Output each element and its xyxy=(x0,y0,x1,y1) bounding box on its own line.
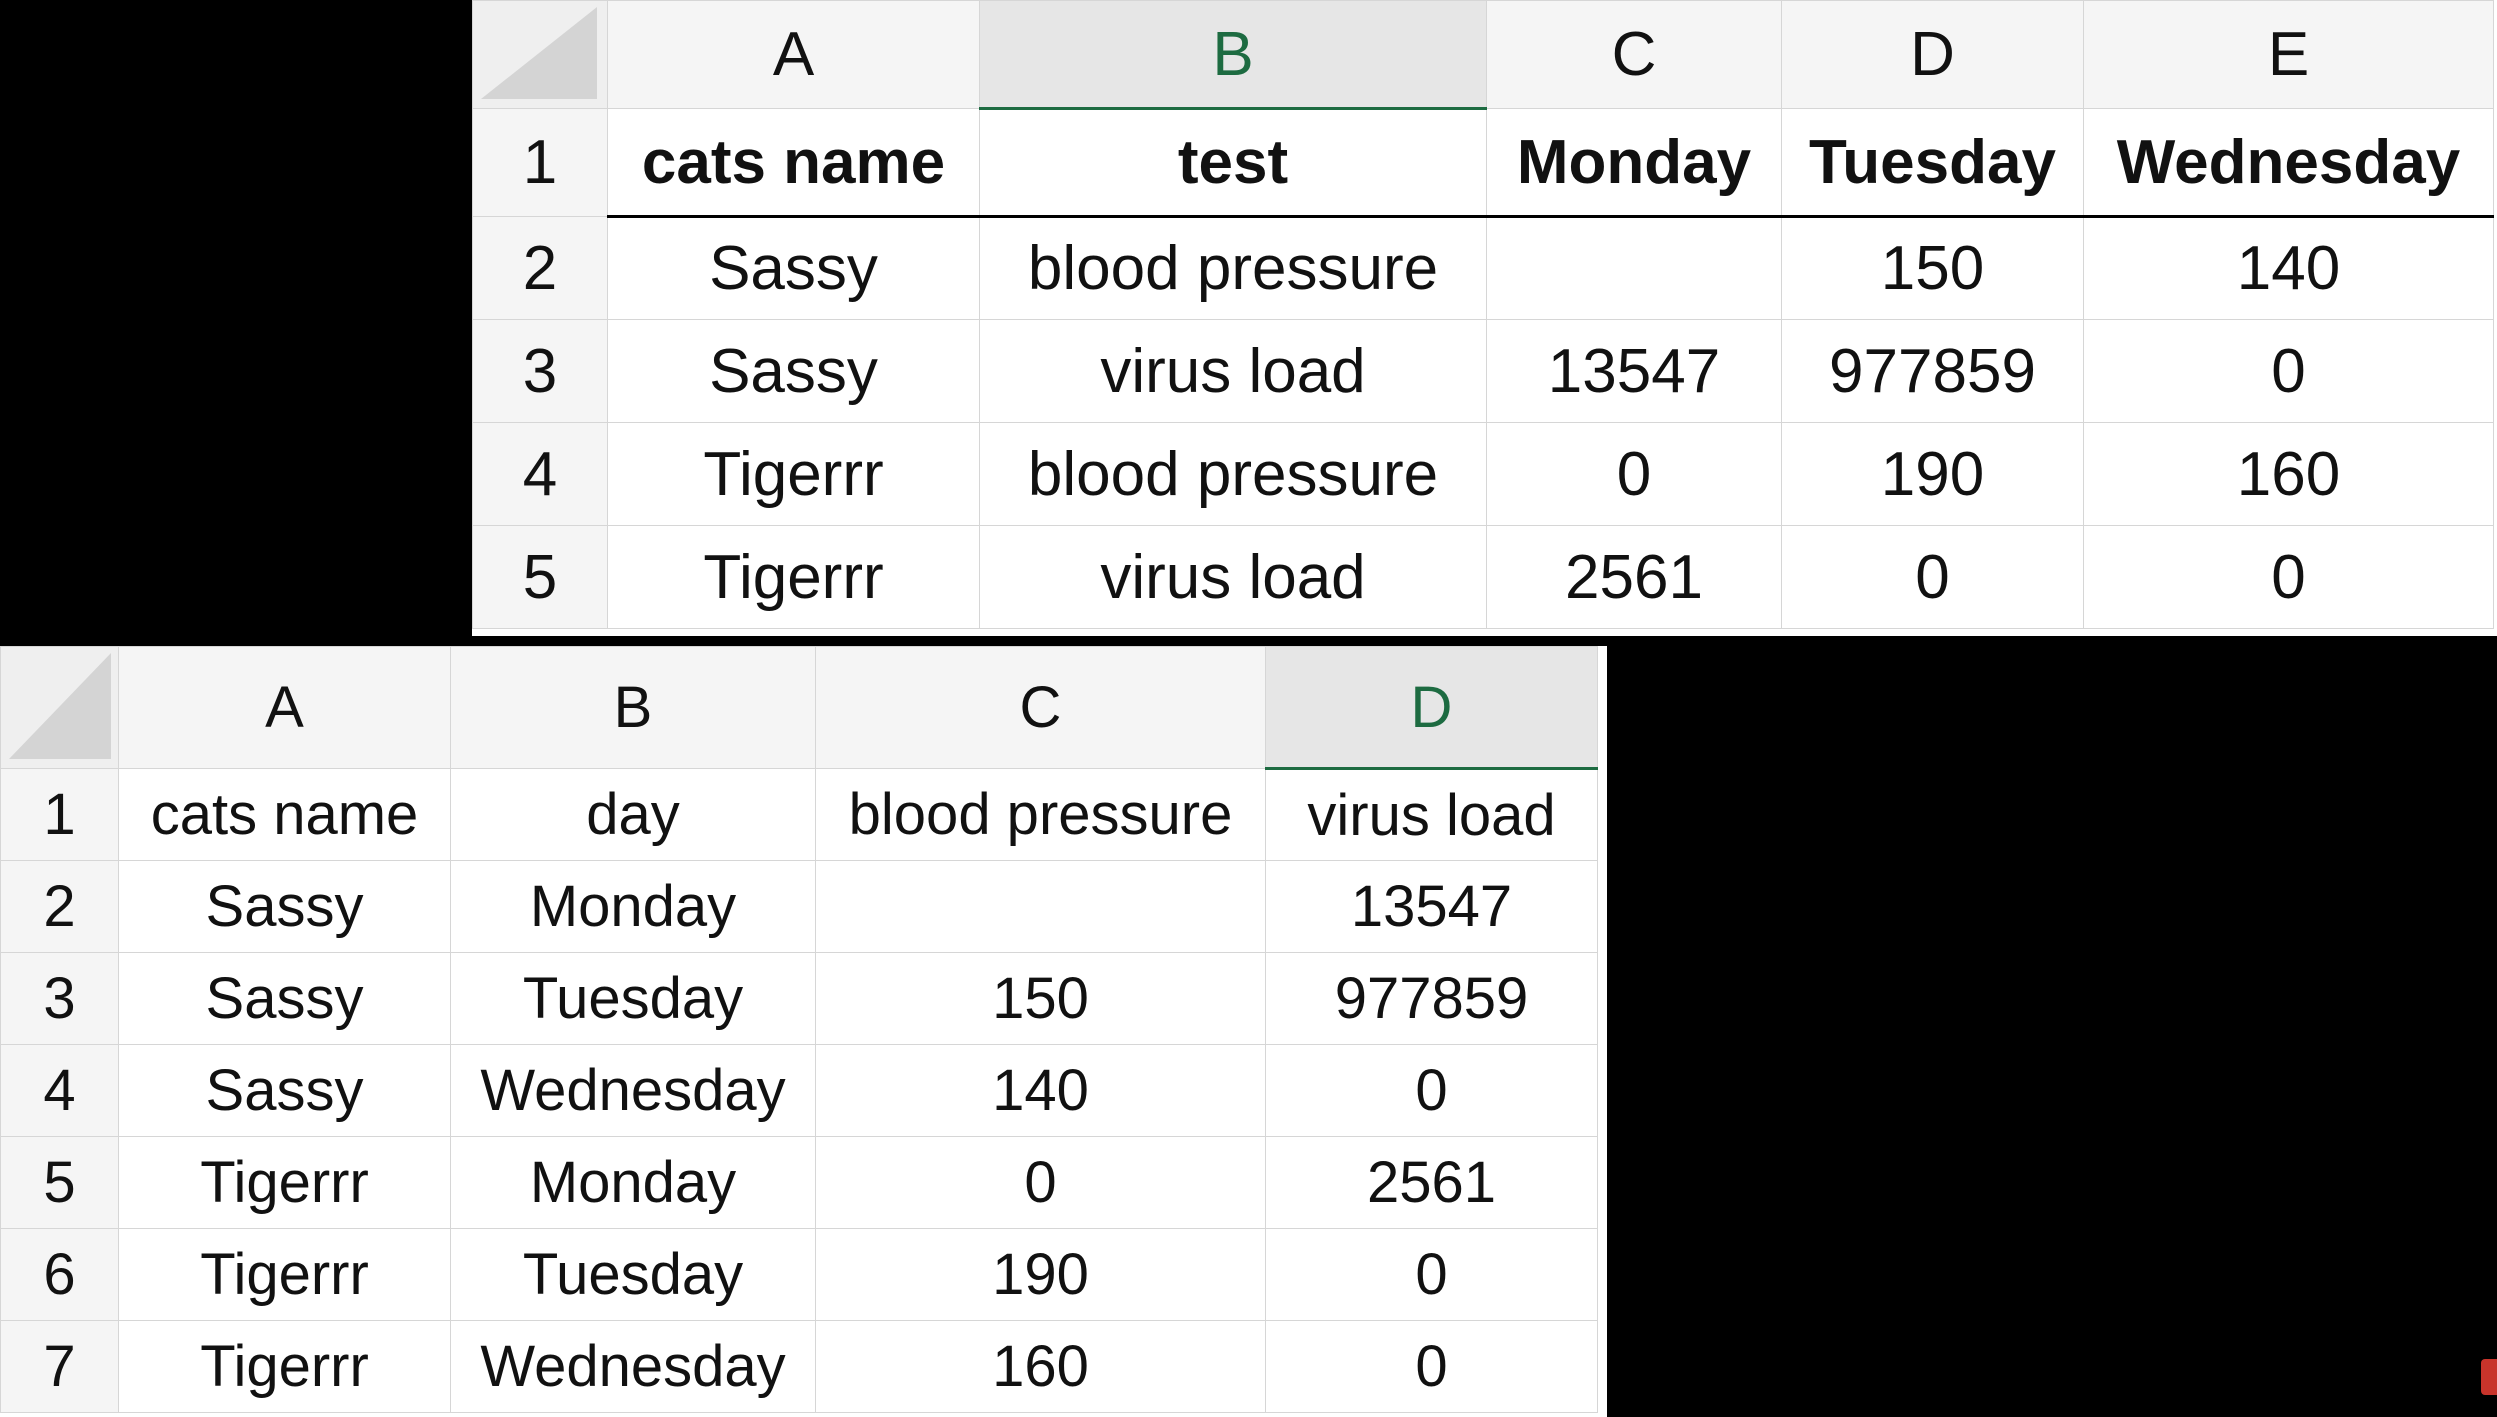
cell-a1[interactable]: cats name xyxy=(118,768,451,861)
cell-b2[interactable]: blood pressure xyxy=(979,216,1487,320)
cell-d4[interactable]: 0 xyxy=(1265,1044,1598,1137)
column-header-b[interactable]: B xyxy=(450,646,816,769)
row-header-3[interactable]: 3 xyxy=(0,952,119,1045)
cell-b1[interactable]: test xyxy=(979,108,1487,218)
cell-b6[interactable]: Tuesday xyxy=(450,1228,816,1321)
column-header-e[interactable]: E xyxy=(2083,0,2494,109)
cell-a1[interactable]: cats name xyxy=(607,108,980,218)
cell-b4[interactable]: blood pressure xyxy=(979,422,1487,526)
cell-e4[interactable]: 160 xyxy=(2083,422,2494,526)
row-header-3[interactable]: 3 xyxy=(472,319,608,423)
cell-b7[interactable]: Wednesday xyxy=(450,1320,816,1413)
column-header-b[interactable]: B xyxy=(979,0,1487,110)
cell-b5[interactable]: virus load xyxy=(979,525,1487,629)
cell-a5[interactable]: Tigerrr xyxy=(607,525,980,629)
cell-b5[interactable]: Monday xyxy=(450,1136,816,1229)
cell-c1[interactable]: Monday xyxy=(1486,108,1782,218)
cell-c6[interactable]: 190 xyxy=(815,1228,1266,1321)
cell-c2[interactable] xyxy=(815,860,1266,953)
cell-d7[interactable]: 0 xyxy=(1265,1320,1598,1413)
cell-c3[interactable]: 13547 xyxy=(1486,319,1782,423)
cell-a2[interactable]: Sassy xyxy=(607,216,980,320)
cell-e2[interactable]: 140 xyxy=(2083,216,2494,320)
cell-e3[interactable]: 0 xyxy=(2083,319,2494,423)
cell-a4[interactable]: Sassy xyxy=(118,1044,451,1137)
grid-top: A B C D E 1 cats name test Monday Tuesda… xyxy=(472,0,2494,629)
cell-d4[interactable]: 190 xyxy=(1781,422,2084,526)
column-header-d[interactable]: D xyxy=(1781,0,2084,109)
cell-b3[interactable]: Tuesday xyxy=(450,952,816,1045)
cell-b2[interactable]: Monday xyxy=(450,860,816,953)
grid-bottom: A B C D 1 cats name day blood pressure v… xyxy=(0,646,1598,1413)
row-header-5[interactable]: 5 xyxy=(472,525,608,629)
recording-indicator-icon xyxy=(2481,1359,2497,1395)
cell-d1[interactable]: Tuesday xyxy=(1781,108,2084,218)
row-header-4[interactable]: 4 xyxy=(472,422,608,526)
cell-d3[interactable]: 977859 xyxy=(1781,319,2084,423)
row-header-2[interactable]: 2 xyxy=(472,216,608,320)
cell-d2[interactable]: 13547 xyxy=(1265,860,1598,953)
spreadsheet-top: A B C D E 1 cats name test Monday Tuesda… xyxy=(472,0,2497,636)
cell-c5[interactable]: 2561 xyxy=(1486,525,1782,629)
cell-e5[interactable]: 0 xyxy=(2083,525,2494,629)
cell-d6[interactable]: 0 xyxy=(1265,1228,1598,1321)
cell-a2[interactable]: Sassy xyxy=(118,860,451,953)
row-header-7[interactable]: 7 xyxy=(0,1320,119,1413)
cell-a5[interactable]: Tigerrr xyxy=(118,1136,451,1229)
cell-c7[interactable]: 160 xyxy=(815,1320,1266,1413)
cell-c4[interactable]: 0 xyxy=(1486,422,1782,526)
row-header-2[interactable]: 2 xyxy=(0,860,119,953)
cell-d1[interactable]: virus load xyxy=(1265,768,1598,861)
cell-b4[interactable]: Wednesday xyxy=(450,1044,816,1137)
cell-c1[interactable]: blood pressure xyxy=(815,768,1266,861)
cell-a3[interactable]: Sassy xyxy=(118,952,451,1045)
column-header-d[interactable]: D xyxy=(1265,646,1598,770)
spreadsheet-bottom: A B C D 1 cats name day blood pressure v… xyxy=(0,646,1607,1417)
cell-e1[interactable]: Wednesday xyxy=(2083,108,2494,218)
cell-d5[interactable]: 2561 xyxy=(1265,1136,1598,1229)
row-header-1[interactable]: 1 xyxy=(472,108,608,217)
column-header-a[interactable]: A xyxy=(118,646,451,769)
cell-b3[interactable]: virus load xyxy=(979,319,1487,423)
row-header-5[interactable]: 5 xyxy=(0,1136,119,1229)
cell-b1[interactable]: day xyxy=(450,768,816,861)
column-header-c[interactable]: C xyxy=(815,646,1266,769)
column-header-a[interactable]: A xyxy=(607,0,980,109)
cell-c5[interactable]: 0 xyxy=(815,1136,1266,1229)
cell-a6[interactable]: Tigerrr xyxy=(118,1228,451,1321)
cell-d5[interactable]: 0 xyxy=(1781,525,2084,629)
cell-a3[interactable]: Sassy xyxy=(607,319,980,423)
row-header-6[interactable]: 6 xyxy=(0,1228,119,1321)
cell-d2[interactable]: 150 xyxy=(1781,216,2084,320)
select-all-corner[interactable] xyxy=(0,646,119,769)
column-header-c[interactable]: C xyxy=(1486,0,1782,109)
select-all-corner[interactable] xyxy=(472,0,608,109)
cell-c3[interactable]: 150 xyxy=(815,952,1266,1045)
cell-a4[interactable]: Tigerrr xyxy=(607,422,980,526)
cell-d3[interactable]: 977859 xyxy=(1265,952,1598,1045)
row-header-1[interactable]: 1 xyxy=(0,768,119,861)
cell-c2[interactable] xyxy=(1486,216,1782,320)
row-header-4[interactable]: 4 xyxy=(0,1044,119,1137)
cell-c4[interactable]: 140 xyxy=(815,1044,1266,1137)
cell-a7[interactable]: Tigerrr xyxy=(118,1320,451,1413)
